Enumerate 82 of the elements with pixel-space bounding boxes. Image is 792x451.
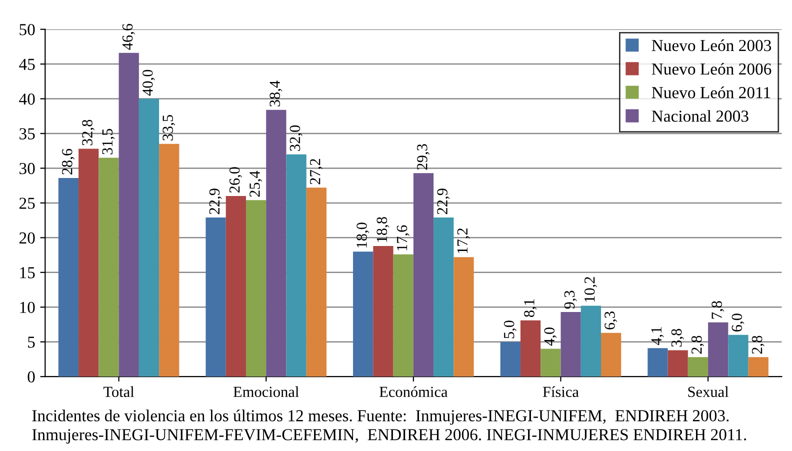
data-label: 28,6 <box>62 148 74 174</box>
bar <box>246 200 266 377</box>
y-tick-label: 30 <box>20 162 35 174</box>
legend-label: Nuevo León 2011 <box>652 86 770 98</box>
data-label: 26,0 <box>229 167 242 193</box>
data-label: 4,1 <box>651 327 664 346</box>
legend-label: Nuevo León 2003 <box>652 39 772 52</box>
text: Inmujeres-INEGI-UNIFEM-FEVIM-CEFEMIN, ENDIREH 2006. INEGI-INMUJERES ENDIREH 2011. <box>32 429 746 444</box>
bar <box>226 196 246 377</box>
bar <box>159 144 180 377</box>
bar <box>708 322 728 377</box>
bar <box>728 334 748 377</box>
x-tick-label: Sexual <box>688 386 729 398</box>
bar <box>520 320 541 377</box>
bar <box>434 218 454 377</box>
y-tick-label: 25 <box>19 198 35 209</box>
bar <box>748 357 768 377</box>
data-label: 33,5 <box>162 114 176 140</box>
bar <box>413 173 434 377</box>
bar <box>353 252 374 377</box>
bar <box>206 218 226 377</box>
y-tick-label: 0 <box>28 371 35 383</box>
data-label: 17,2 <box>457 228 470 253</box>
data-label: 38,4 <box>270 80 282 106</box>
data-label: 27,2 <box>310 159 322 184</box>
bar <box>266 110 286 377</box>
bar <box>601 332 622 377</box>
y-tick-label: 20 <box>19 232 35 244</box>
data-label: 3,8 <box>671 328 684 347</box>
bar <box>393 254 414 377</box>
x-tick-label: Emocional <box>233 386 299 398</box>
bar <box>98 158 119 377</box>
data-label: 22,9 <box>209 188 222 214</box>
data-label: 8,1 <box>524 299 537 317</box>
x-tick-label: Económica <box>380 386 448 398</box>
data-label: 17,6 <box>396 225 410 250</box>
bar <box>138 98 160 377</box>
bar <box>286 154 306 377</box>
legend-label: Nacional 2003 <box>652 110 748 122</box>
x-tick-label: Física <box>542 386 579 398</box>
data-label: 31,5 <box>102 128 115 154</box>
bar <box>306 188 327 377</box>
data-label: 7,8 <box>712 301 724 319</box>
y-tick-label: 40 <box>19 93 35 105</box>
data-label: 29,3 <box>417 144 430 170</box>
y-tick-label: 15 <box>20 267 35 278</box>
bar <box>560 312 581 377</box>
data-label: 4,0 <box>544 328 557 346</box>
text: Incidentes de violencia en los últimos 12 meses. Fuente: Inmujeres-INEGI-UNIFEM, ENDIREH 2003. <box>32 410 729 425</box>
bar <box>454 257 474 377</box>
bar <box>118 52 139 377</box>
y-tick-label: 5 <box>28 336 35 348</box>
data-label: 6,0 <box>732 314 744 332</box>
data-label: 46,6 <box>122 24 135 50</box>
y-tick-label: 45 <box>19 58 35 70</box>
data-label: 10,2 <box>584 277 597 302</box>
data-label: 2,8 <box>752 336 764 354</box>
data-label: 32,0 <box>290 125 302 151</box>
bar <box>668 350 688 377</box>
data-label: 18,8 <box>376 217 390 242</box>
bar <box>688 357 708 377</box>
y-tick-label: 10 <box>20 302 35 314</box>
bar <box>58 178 79 377</box>
data-label: 6,3 <box>604 312 618 330</box>
bar <box>500 342 520 377</box>
bar <box>373 246 394 377</box>
y-tick-label: 50 <box>20 24 35 36</box>
x-tick-label: Total <box>103 386 134 398</box>
data-label: 9,3 <box>564 290 577 309</box>
data-label: 40,0 <box>142 70 156 96</box>
bar <box>648 348 668 377</box>
data-label: 22,9 <box>437 188 450 214</box>
legend-label: Nuevo León 2006 <box>652 62 772 75</box>
bar <box>78 148 99 377</box>
data-label: 32,8 <box>82 120 95 146</box>
data-label: 2,8 <box>691 336 704 354</box>
data-label: 18,0 <box>356 222 370 248</box>
bar <box>580 306 601 377</box>
y-tick-label: 35 <box>20 128 35 140</box>
data-label: 5,0 <box>504 320 516 338</box>
data-label: 25,4 <box>250 170 262 197</box>
bar <box>540 348 561 377</box>
